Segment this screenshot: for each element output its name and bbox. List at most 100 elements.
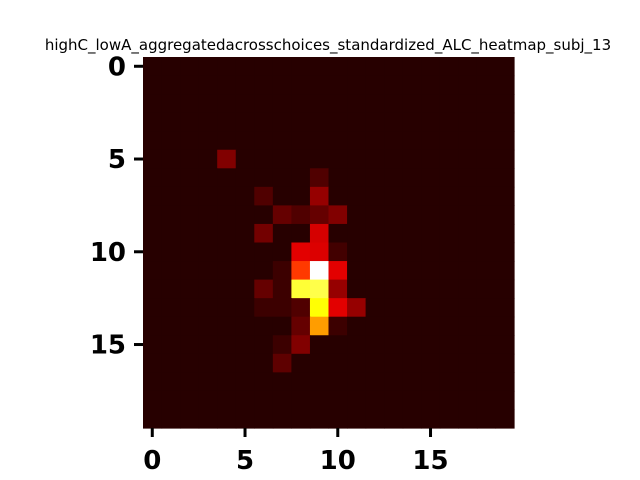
heatmap-cell: [217, 279, 237, 299]
heatmap-cell: [161, 57, 181, 77]
heatmap-cell: [458, 298, 478, 318]
heatmap-cell: [365, 131, 385, 151]
heatmap-cell: [421, 131, 441, 151]
heatmap-cell: [347, 390, 367, 411]
heatmap-cell: [439, 335, 459, 355]
heatmap-cell: [365, 168, 385, 188]
heatmap-cell: [421, 94, 441, 114]
heatmap-cell: [384, 205, 404, 225]
heatmap-cell: [421, 316, 441, 336]
heatmap-cell: [198, 57, 218, 77]
heatmap-cell: [143, 168, 163, 188]
heatmap-cell: [272, 335, 292, 355]
heatmap-cell: [476, 75, 497, 95]
heatmap-cell: [198, 131, 218, 151]
heatmap-cell: [180, 131, 200, 151]
heatmap-cell: [143, 75, 163, 95]
heatmap-cell: [402, 409, 422, 429]
heatmap-cell: [402, 94, 422, 114]
heatmap-cell: [272, 409, 292, 429]
heatmap-cell: [217, 205, 237, 225]
heatmap-cell: [291, 279, 311, 299]
heatmap-cell: [328, 242, 348, 262]
heatmap-cell: [198, 223, 218, 244]
heatmap-cell: [217, 168, 237, 188]
heatmap-cell: [254, 168, 274, 188]
heatmap-cell: [235, 112, 255, 132]
heatmap-cell: [421, 409, 441, 429]
heatmap-cell: [217, 298, 237, 318]
heatmap-cell: [309, 353, 330, 373]
heatmap-cell: [198, 112, 218, 132]
heatmap-cell: [161, 205, 181, 225]
heatmap-cell: [347, 335, 367, 355]
heatmap-cell: [180, 205, 200, 225]
heatmap-cell: [495, 261, 515, 281]
heatmap-cell: [161, 94, 181, 114]
heatmap-cell: [235, 390, 255, 411]
heatmap-cell: [458, 186, 478, 206]
heatmap-cell: [384, 242, 404, 262]
heatmap-cell: [309, 168, 330, 188]
heatmap-cell: [384, 223, 404, 244]
heatmap-cell: [421, 75, 441, 95]
heatmap-cell: [161, 112, 181, 132]
heatmap-cell: [439, 353, 459, 373]
y-tick-label: 0: [108, 52, 126, 82]
heatmap-cell: [495, 186, 515, 206]
heatmap-cell: [254, 261, 274, 281]
heatmap-cell: [254, 131, 274, 151]
heatmap-cell: [272, 168, 292, 188]
heatmap-cell: [476, 57, 497, 77]
heatmap-cell: [198, 75, 218, 95]
heatmap-cell: [439, 168, 459, 188]
heatmap-cell: [217, 131, 237, 151]
heatmap-cell: [143, 409, 163, 429]
heatmap-cell: [217, 94, 237, 114]
heatmap-cell: [198, 242, 218, 262]
heatmap-cell: [309, 149, 330, 169]
heatmap-cell: [402, 223, 422, 244]
heatmap-cell: [291, 390, 311, 411]
heatmap-cell: [421, 261, 441, 281]
heatmap-cell: [254, 57, 274, 77]
heatmap-cell: [495, 372, 515, 392]
heatmap-cell: [328, 409, 348, 429]
heatmap-cell: [235, 261, 255, 281]
heatmap-cell: [384, 298, 404, 318]
heatmap-cell: [476, 168, 497, 188]
x-tick-label: 15: [412, 446, 448, 476]
heatmap-cell: [272, 186, 292, 206]
heatmap-cell: [347, 94, 367, 114]
heatmap-cell: [328, 131, 348, 151]
heatmap-cell: [458, 223, 478, 244]
heatmap-cell: [458, 168, 478, 188]
heatmap-cell: [365, 298, 385, 318]
heatmap-cell: [180, 372, 200, 392]
heatmap-cell: [365, 57, 385, 77]
heatmap-cell: [495, 57, 515, 77]
heatmap-cell: [309, 57, 330, 77]
heatmap-cell: [476, 353, 497, 373]
heatmap-cell: [421, 279, 441, 299]
heatmap-cell: [495, 242, 515, 262]
heatmap-cell: [476, 94, 497, 114]
heatmap-cell: [161, 390, 181, 411]
heatmap-cell: [439, 298, 459, 318]
heatmap-cell: [254, 279, 274, 299]
heatmap-cell: [143, 186, 163, 206]
heatmap-cell: [495, 390, 515, 411]
heatmap-cell: [384, 316, 404, 336]
heatmap-cell: [421, 168, 441, 188]
heatmap-cell: [217, 242, 237, 262]
heatmap-cell: [217, 149, 237, 169]
heatmap-cell: [272, 261, 292, 281]
heatmap-cell: [309, 131, 330, 151]
heatmap-cell: [143, 94, 163, 114]
heatmap-cell: [180, 168, 200, 188]
heatmap-cell: [495, 94, 515, 114]
heatmap-cell: [421, 149, 441, 169]
heatmap-cell: [347, 168, 367, 188]
heatmap-cell: [309, 112, 330, 132]
heatmap-cell: [439, 242, 459, 262]
